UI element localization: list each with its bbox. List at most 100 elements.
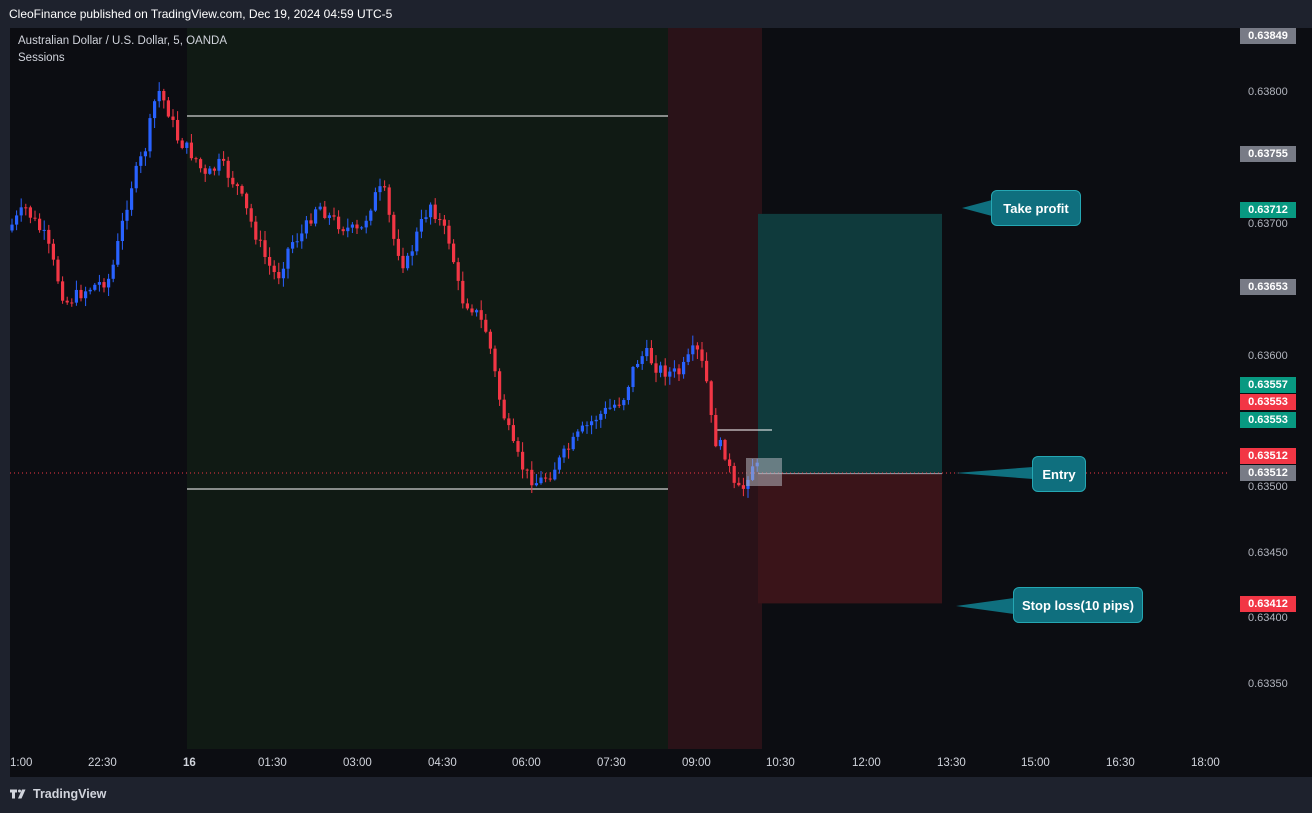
candle[interactable] [222, 151, 226, 166]
candle[interactable] [65, 296, 69, 305]
candle[interactable] [387, 184, 391, 223]
candle[interactable] [590, 415, 594, 435]
take-profit-callout[interactable]: Take profit [991, 190, 1081, 226]
candle[interactable] [553, 462, 557, 481]
candle[interactable] [415, 227, 419, 256]
candle[interactable] [695, 342, 699, 360]
candle[interactable] [97, 274, 101, 292]
position-handle[interactable] [746, 458, 782, 486]
candle[interactable] [369, 208, 373, 226]
candle[interactable] [383, 180, 387, 191]
candle[interactable] [79, 284, 83, 302]
candle[interactable] [484, 313, 488, 334]
time-axis[interactable]: 1:00 22:30 16 01:30 03:00 04:30 06:00 07:30 09:0… [10, 749, 1228, 777]
candle[interactable] [396, 229, 400, 261]
candle[interactable] [176, 111, 180, 144]
candle[interactable] [15, 210, 19, 231]
candle[interactable] [258, 230, 262, 248]
candle[interactable] [116, 233, 120, 267]
candle[interactable] [226, 156, 230, 188]
candle[interactable] [185, 141, 189, 154]
candle[interactable] [318, 202, 322, 211]
candle[interactable] [263, 231, 267, 265]
candle[interactable] [350, 222, 354, 234]
candle[interactable] [728, 453, 732, 473]
profit-zone[interactable] [758, 213, 942, 474]
candle[interactable] [346, 218, 350, 238]
candle[interactable] [470, 304, 474, 316]
candle[interactable] [309, 213, 313, 226]
candle[interactable] [668, 367, 672, 385]
candle[interactable] [613, 399, 617, 411]
candle[interactable] [19, 198, 23, 222]
candle[interactable] [364, 215, 368, 234]
candle[interactable] [741, 477, 745, 497]
candle[interactable] [645, 339, 649, 362]
candle[interactable] [511, 418, 515, 443]
candle[interactable] [714, 408, 718, 448]
candle[interactable] [429, 202, 433, 225]
candle[interactable] [51, 238, 55, 266]
candle[interactable] [649, 340, 653, 366]
candle[interactable] [332, 207, 336, 221]
candle[interactable] [608, 398, 612, 410]
candle[interactable] [557, 455, 561, 474]
candle[interactable] [286, 246, 290, 279]
candle[interactable] [217, 153, 221, 176]
candle[interactable] [281, 261, 285, 287]
candle[interactable] [254, 215, 258, 245]
candle[interactable] [47, 224, 51, 254]
candle[interactable] [654, 355, 658, 383]
candle[interactable] [507, 413, 511, 431]
candle[interactable] [272, 260, 276, 280]
candle[interactable] [718, 437, 722, 450]
candle[interactable] [539, 471, 543, 485]
candle[interactable] [249, 203, 253, 228]
candle[interactable] [534, 473, 538, 487]
candle[interactable] [130, 181, 134, 216]
candle[interactable] [125, 200, 129, 230]
candle[interactable] [488, 329, 492, 354]
candle[interactable] [516, 437, 520, 457]
entry-callout[interactable]: Entry [1032, 456, 1086, 492]
candle[interactable] [74, 280, 78, 306]
candle[interactable] [107, 273, 111, 296]
candle[interactable] [599, 410, 603, 428]
candle[interactable] [323, 200, 327, 220]
candle[interactable] [355, 219, 359, 234]
candle[interactable] [493, 345, 497, 377]
candle[interactable] [180, 137, 184, 150]
candle[interactable] [465, 298, 469, 311]
candle[interactable] [231, 171, 235, 188]
candle[interactable] [677, 364, 681, 381]
candle[interactable] [392, 211, 396, 246]
candle[interactable] [120, 212, 124, 250]
candle[interactable] [442, 214, 446, 235]
loss-zone[interactable] [758, 473, 942, 604]
candle[interactable] [576, 429, 580, 441]
candle[interactable] [28, 205, 32, 224]
candle[interactable] [134, 161, 138, 193]
candle[interactable] [304, 215, 308, 239]
candle[interactable] [88, 287, 92, 295]
candle[interactable] [502, 394, 506, 421]
candle[interactable] [111, 259, 115, 283]
candle[interactable] [424, 209, 428, 223]
candle[interactable] [580, 421, 584, 434]
candle[interactable] [341, 226, 345, 236]
candle[interactable] [406, 252, 410, 271]
candle[interactable] [682, 356, 686, 379]
candle[interactable] [530, 461, 534, 494]
candle[interactable] [373, 187, 377, 212]
candle[interactable] [295, 233, 299, 248]
candle[interactable] [663, 358, 667, 386]
candle[interactable] [378, 178, 382, 201]
candle[interactable] [475, 308, 479, 317]
candle[interactable] [24, 203, 28, 216]
price-axis[interactable]: 0.638000.637500.637000.636000.635000.634… [1228, 28, 1312, 777]
candle[interactable] [291, 235, 295, 254]
candle[interactable] [567, 442, 571, 459]
candle[interactable] [622, 398, 626, 411]
candle[interactable] [585, 421, 589, 434]
candle[interactable] [337, 210, 341, 234]
